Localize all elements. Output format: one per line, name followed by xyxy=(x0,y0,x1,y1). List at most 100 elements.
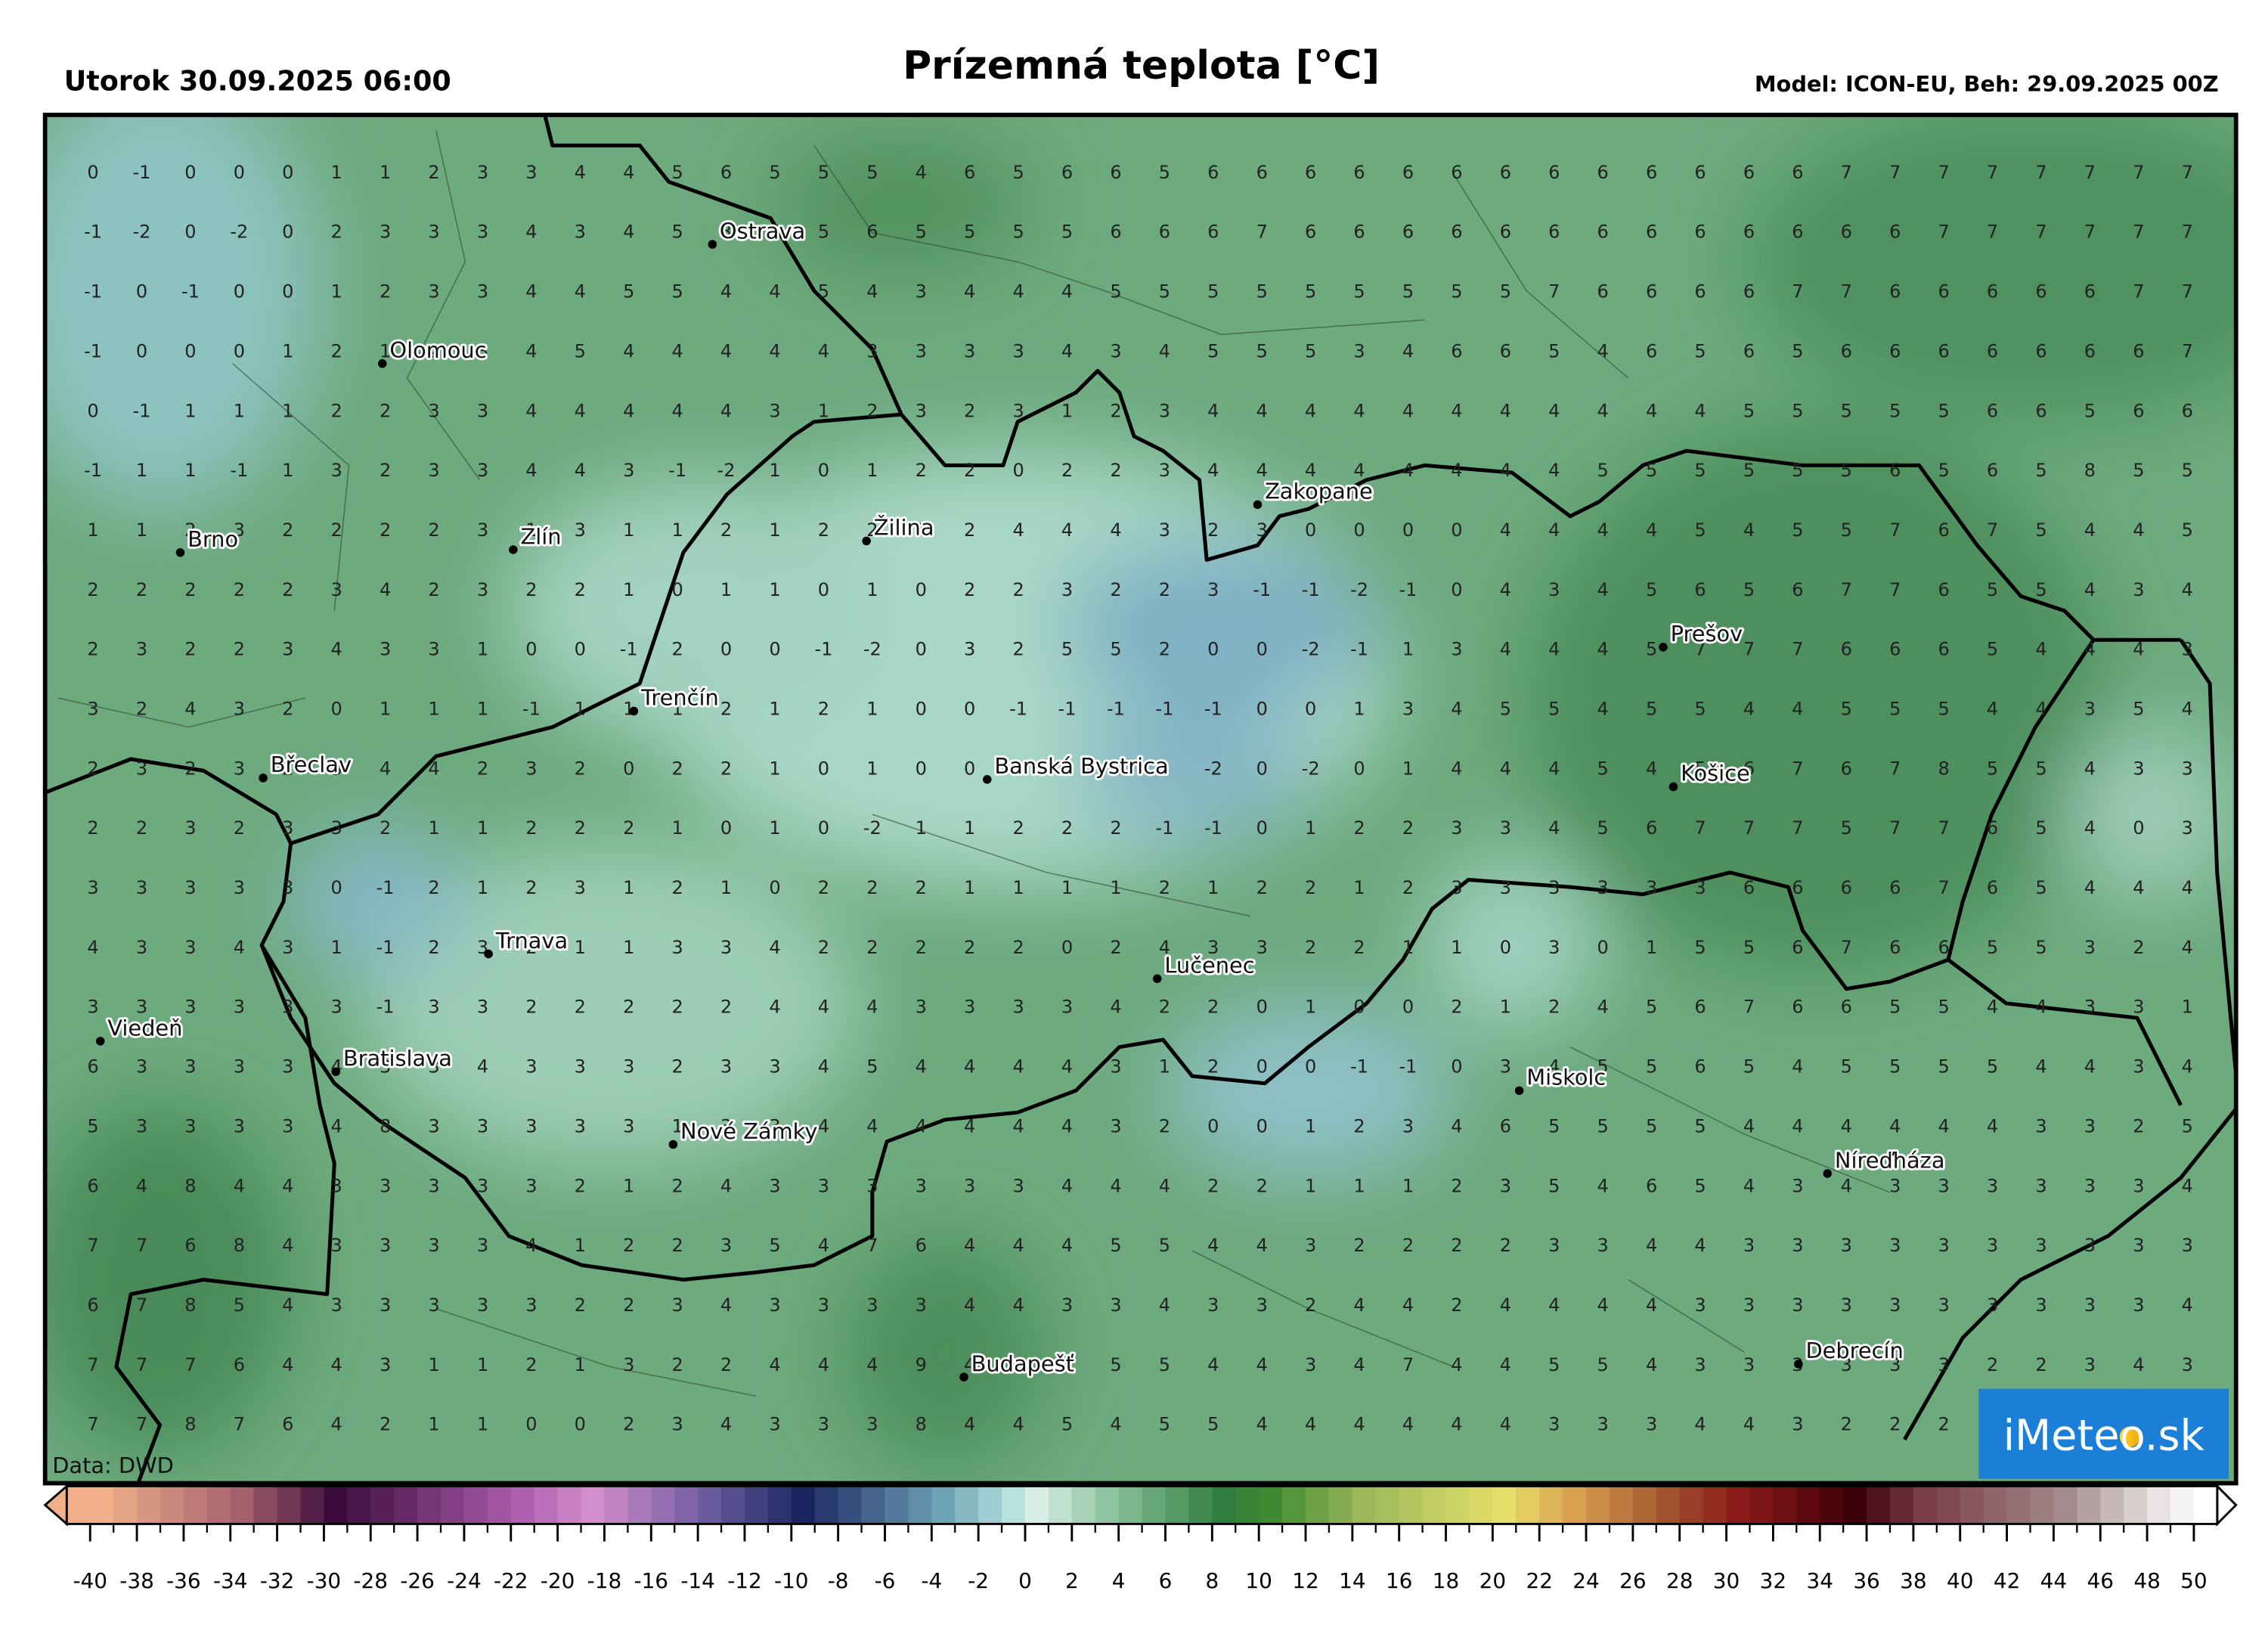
temperature-value: 3 xyxy=(1012,1175,1024,1196)
temperature-value: 6 xyxy=(2035,400,2046,421)
temperature-value: 4 xyxy=(964,281,975,302)
cool-area xyxy=(1424,857,1600,1033)
temperature-value: 2 xyxy=(818,519,829,541)
temperature-value: 4 xyxy=(2182,877,2193,898)
colorbar-tick-label: -16 xyxy=(634,1568,669,1593)
temperature-value: 1 xyxy=(769,758,780,779)
temperature-value: 3 xyxy=(2084,1235,2096,1256)
temperature-value: 4 xyxy=(1597,579,1609,600)
temperature-value: 6 xyxy=(1889,340,1901,361)
cities: Ostrava Olomouc Brno Zlín Žilina Zakopane Tren… xyxy=(95,216,1947,1381)
temperature-value: 5 xyxy=(1694,519,1706,541)
temperature-value: 4 xyxy=(1061,1115,1073,1136)
temperature-value: 5 xyxy=(769,162,780,183)
temperature-value: 1 xyxy=(184,460,196,481)
cold-area xyxy=(290,829,466,975)
warm-area xyxy=(770,131,1033,277)
temperature-value: 2 xyxy=(1353,817,1365,839)
colorbar-tick-label: -24 xyxy=(447,1568,482,1593)
temperature-value: 3 xyxy=(380,639,391,660)
temperature-value: 3 xyxy=(525,162,537,183)
temperature-value: 3 xyxy=(1500,877,1511,898)
temperature-value: 6 xyxy=(720,162,732,183)
temperature-value: 2 xyxy=(428,877,439,898)
colorbar-segment xyxy=(113,1486,138,1524)
temperature-value: 3 xyxy=(1646,877,1657,898)
temperature-value: 3 xyxy=(331,579,342,600)
temperature-value: 4 xyxy=(1743,1115,1755,1136)
temperature-value: 7 xyxy=(1938,817,1950,839)
temperature-value: 4 xyxy=(1987,997,1998,1018)
temperature-value: 2 xyxy=(1353,1235,1365,1256)
temperature-value: 5 xyxy=(1305,281,1316,302)
city-marker xyxy=(175,548,185,557)
colorbar-tick-label: 24 xyxy=(1572,1568,1599,1593)
temperature-value: 4 xyxy=(1207,1235,1219,1256)
temperature-value: 3 xyxy=(1792,1235,1803,1256)
temperature-value: 3 xyxy=(525,1056,537,1078)
temperature-value: 1 xyxy=(623,877,634,898)
temperature-value: -1 xyxy=(814,639,832,660)
colorbar-segment xyxy=(300,1486,325,1524)
temperature-value: 6 xyxy=(1597,281,1609,302)
temperature-value: 4 xyxy=(769,340,780,361)
colorbar-segment xyxy=(2170,1486,2195,1524)
temperature-value: 6 xyxy=(1256,162,1268,183)
city-marker xyxy=(1659,643,1668,652)
temperature-value: 5 xyxy=(1159,1414,1170,1435)
temperature-value: 7 xyxy=(2182,162,2193,183)
temperature-value: 4 xyxy=(1353,1414,1365,1435)
temperature-value: 7 xyxy=(866,1235,878,1256)
temperature-value: 5 xyxy=(1694,1115,1706,1136)
temperature-value: 4 xyxy=(1061,340,1073,361)
temperature-value: 1 xyxy=(136,519,147,541)
temperature-value: 5 xyxy=(1305,340,1316,361)
temperature-value: 4 xyxy=(1646,519,1657,541)
temperature-value: 3 xyxy=(1207,579,1219,600)
temperature-value: -2 xyxy=(717,460,736,481)
temperature-value: 5 xyxy=(1012,222,1024,243)
temperature-value: 6 xyxy=(1159,222,1170,243)
temperature-value: 2 xyxy=(331,340,342,361)
city-marker xyxy=(708,240,717,249)
model-info: Model: ICON-EU, Beh: 29.09.2025 00Z xyxy=(1755,71,2219,97)
temperature-value: 1 xyxy=(866,758,878,779)
temperature-value: 4 xyxy=(2133,519,2144,541)
temperature-value: 6 xyxy=(87,1175,98,1196)
temperature-value: 0 xyxy=(769,639,780,660)
temperature-value: 3 xyxy=(282,997,293,1018)
temperature-value: 4 xyxy=(1402,340,1414,361)
temperature-value: 5 xyxy=(1841,400,1852,421)
city-marker xyxy=(1668,782,1678,792)
temperature-value: 7 xyxy=(1938,877,1950,898)
temperature-value: 6 xyxy=(1305,162,1316,183)
temperature-value: 2 xyxy=(428,579,439,600)
temperature-value: 2 xyxy=(380,460,391,481)
temperature-value: 3 xyxy=(2133,579,2144,600)
temperature-value: 3 xyxy=(1841,1235,1852,1256)
temperature-value: -1 xyxy=(376,937,395,958)
temperature-value: 6 xyxy=(1841,758,1852,779)
temperature-value: 4 xyxy=(1207,400,1219,421)
city-marker xyxy=(331,1067,340,1077)
colorbar-segment xyxy=(721,1486,745,1524)
temperature-value: 2 xyxy=(1305,937,1316,958)
temperature-value: 2 xyxy=(1207,1175,1219,1196)
temperature-value: 4 xyxy=(1305,460,1316,481)
temperature-value: 3 xyxy=(184,877,196,898)
map-frame xyxy=(42,113,2239,1486)
colorbar-segment xyxy=(1328,1486,1353,1524)
temperature-value: 6 xyxy=(1500,222,1511,243)
temperature-value: 6 xyxy=(1987,340,1998,361)
colorbar-segment xyxy=(1282,1486,1306,1524)
temperature-value: 6 xyxy=(1889,281,1901,302)
temperature-value: 3 xyxy=(1841,1295,1852,1316)
temperature-value: 3 xyxy=(428,400,439,421)
temperature-value: 2 xyxy=(282,758,293,779)
temperature-value: -2 xyxy=(863,639,881,660)
temperature-value: 5 xyxy=(1938,997,1950,1018)
temperature-value: 1 xyxy=(575,1354,586,1375)
temperature-value: 7 xyxy=(136,1354,147,1375)
temperature-value: 4 xyxy=(1597,1295,1609,1316)
temperature-value: 0 xyxy=(916,639,927,660)
